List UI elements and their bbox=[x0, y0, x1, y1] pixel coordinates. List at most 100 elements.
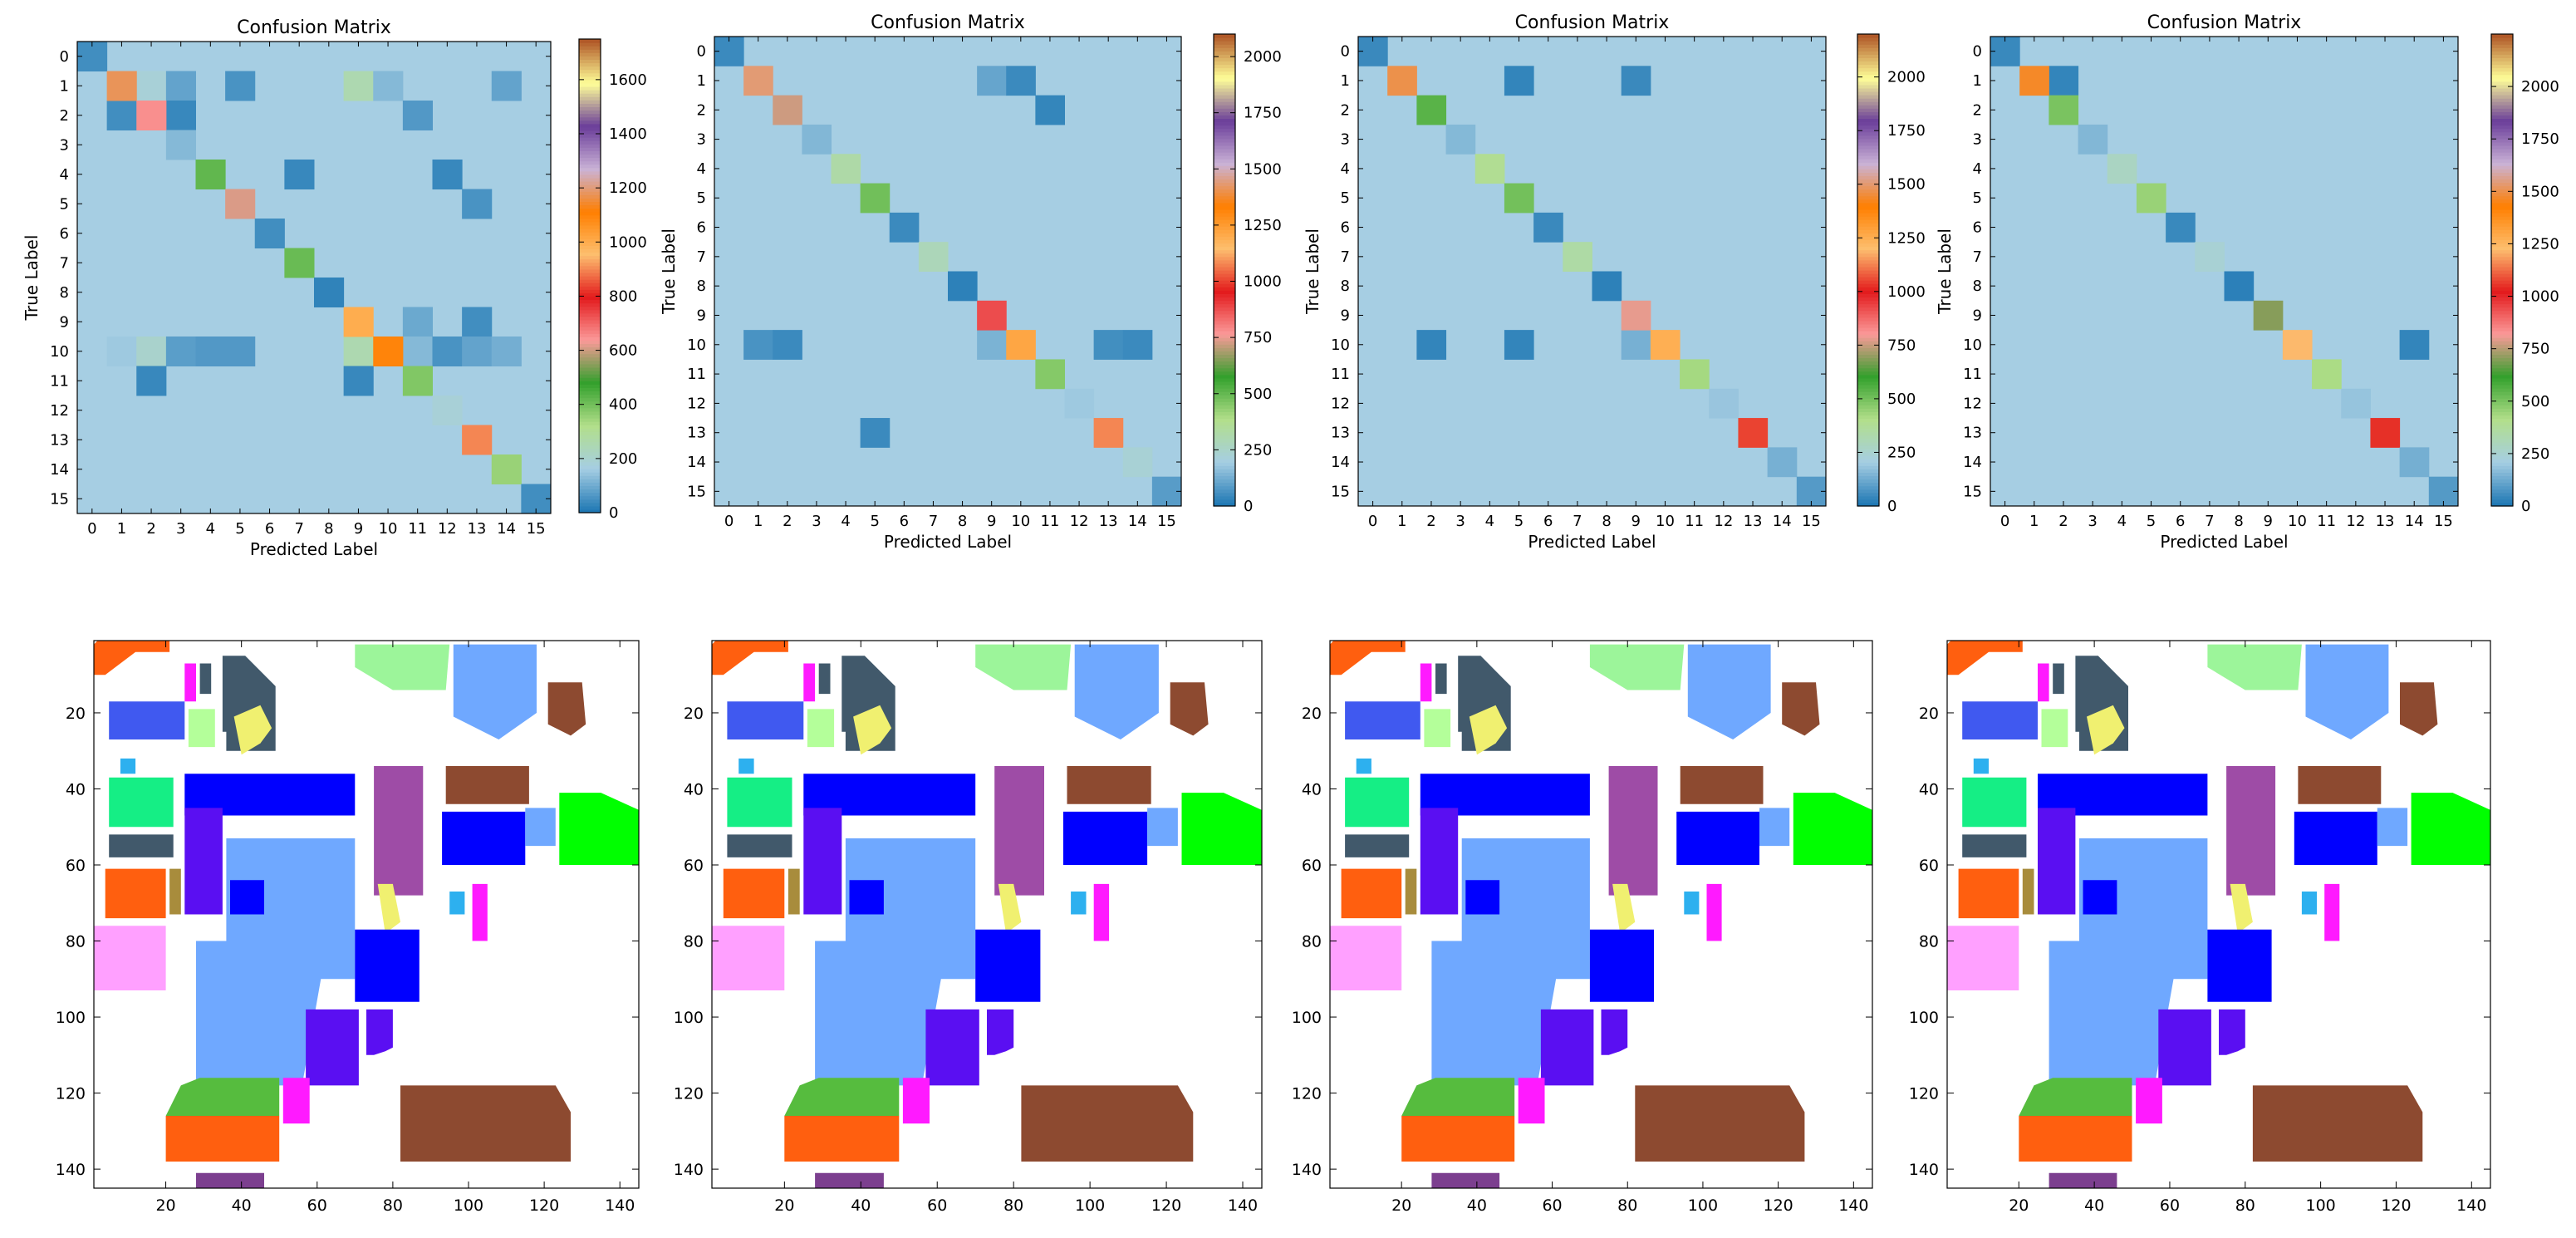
matrix-1-cell-1-9 bbox=[977, 66, 1007, 96]
colorbar-2-segment bbox=[1857, 290, 1879, 294]
map-0-region-32 bbox=[282, 1078, 310, 1124]
matrix-1-cell-11-11 bbox=[1035, 359, 1065, 390]
colorbar-2-segment bbox=[1857, 223, 1879, 227]
colorbar-1-segment bbox=[1214, 428, 1235, 433]
map-2-region-13 bbox=[1608, 766, 1658, 896]
colorbar-1-segment bbox=[1214, 283, 1235, 287]
map-2-region-28 bbox=[1589, 929, 1654, 1002]
colorbar-2-segment bbox=[1857, 357, 1879, 362]
colorbar-1-segment bbox=[1214, 233, 1235, 238]
map-0-region-11 bbox=[109, 777, 174, 828]
colorbar-1-tick-label: 250 bbox=[1244, 441, 1272, 459]
colorbar-3-segment bbox=[2491, 179, 2513, 184]
map-1-region-25 bbox=[1071, 892, 1087, 915]
map-0-region-27 bbox=[94, 926, 166, 990]
map-2-region-17 bbox=[1793, 793, 1872, 865]
colorbar-2-segment bbox=[1857, 239, 1879, 244]
colorbar-1-segment bbox=[1214, 81, 1235, 86]
colorbar-3-segment bbox=[2491, 431, 2513, 436]
map-1-ytick-label: 80 bbox=[684, 933, 704, 951]
matrix-1-xtick-label: 0 bbox=[724, 513, 734, 530]
colorbar-2-segment bbox=[1857, 489, 1879, 494]
map-2-frame bbox=[1329, 640, 1873, 1189]
matrix-0-cell-1-10 bbox=[373, 71, 404, 101]
colorbar-0-segment bbox=[579, 46, 601, 50]
map-1-region-0 bbox=[712, 641, 788, 675]
colorbar-2-segment bbox=[1857, 297, 1879, 302]
matrix-2-cell-1-1 bbox=[1387, 66, 1417, 96]
colorbar-3-segment bbox=[2491, 61, 2513, 66]
map-1-xtick-label: 80 bbox=[1003, 1196, 1023, 1215]
colorbar-1-segment bbox=[1214, 307, 1235, 312]
colorbar-0-segment bbox=[579, 374, 601, 378]
matrix-3-frame bbox=[1990, 36, 2459, 507]
colorbar-0-segment bbox=[579, 451, 601, 456]
colorbar-0-tick-label: 200 bbox=[609, 450, 637, 468]
matrix-0-xlabel: Predicted Label bbox=[250, 539, 378, 559]
colorbar-2-segment bbox=[1857, 47, 1879, 52]
colorbar-0-segment bbox=[579, 363, 601, 368]
map-3-region-21 bbox=[2038, 808, 2076, 915]
colorbar-0-segment bbox=[579, 458, 601, 463]
map-1-region-4 bbox=[807, 709, 835, 748]
colorbar-2-segment bbox=[1857, 465, 1879, 469]
colorbar-2-segment bbox=[1857, 354, 1879, 359]
matrix-0-cell-7-7 bbox=[284, 248, 315, 278]
colorbar-3-segment bbox=[2491, 459, 2513, 463]
colorbar-1-frame bbox=[1213, 33, 1236, 507]
map-3-region-2 bbox=[2038, 663, 2049, 702]
map-1-region-10 bbox=[738, 758, 754, 774]
colorbar-3-segment bbox=[2491, 229, 2513, 233]
matrix-3-xtick-label: 12 bbox=[2346, 513, 2365, 530]
colorbar-2-segment bbox=[1857, 408, 1879, 412]
colorbar-0-segment bbox=[579, 340, 601, 345]
colorbar-2-segment bbox=[1857, 87, 1879, 92]
matrix-2-ytick-label: 9 bbox=[1341, 307, 1350, 324]
map-2-xtick-label: 100 bbox=[1688, 1196, 1718, 1215]
colorbar-0-segment bbox=[579, 76, 601, 81]
matrix-2-ytick-label: 8 bbox=[1341, 278, 1350, 295]
matrix-2-cell-11-11 bbox=[1680, 359, 1710, 390]
colorbar-1-tick-label: 1750 bbox=[1244, 105, 1282, 122]
map-2-ytick-label: 60 bbox=[1302, 857, 1322, 875]
colorbar-0-tick-label: 1400 bbox=[609, 125, 647, 143]
colorbar-0-segment bbox=[579, 435, 601, 440]
map-1-regions bbox=[712, 641, 1262, 1188]
colorbar-2-segment bbox=[1857, 401, 1879, 405]
colorbar-1-segment bbox=[1214, 64, 1235, 69]
matrix-1-cell-4-4 bbox=[831, 154, 861, 184]
matrix-2-ytick-label: 12 bbox=[1331, 395, 1350, 412]
colorbar-3-segment bbox=[2491, 357, 2513, 362]
colorbar-2-segment bbox=[1857, 341, 1879, 345]
colorbar-1-segment bbox=[1214, 435, 1235, 440]
colorbar-2-segment bbox=[1857, 428, 1879, 433]
matrix-1-ytick-label: 10 bbox=[687, 337, 706, 354]
matrix-0-cell-10-11 bbox=[402, 337, 433, 366]
colorbar-2-segment bbox=[1857, 233, 1879, 238]
matrix-1-cell-10-13 bbox=[1093, 330, 1124, 360]
map-2-region-16 bbox=[1759, 808, 1790, 847]
colorbar-0-segment bbox=[579, 232, 601, 236]
colorbar-0-tick-label: 1200 bbox=[609, 179, 647, 197]
colorbar-2-segment bbox=[1857, 459, 1879, 463]
colorbar-1-segment bbox=[1214, 459, 1235, 463]
matrix-0-cell-10-12 bbox=[432, 337, 463, 366]
matrix-1-xtick-label: 9 bbox=[987, 513, 996, 530]
matrix-3-xtick-label: 9 bbox=[2264, 513, 2273, 530]
matrix-3-ytick-label: 7 bbox=[1973, 248, 1982, 266]
matrix-2-cell-10-5 bbox=[1504, 330, 1534, 360]
map-3-region-4 bbox=[2041, 709, 2068, 748]
colorbar-3-segment bbox=[2491, 34, 2513, 38]
colorbar-0-segment bbox=[579, 272, 601, 277]
matrix-1-xtick-label: 4 bbox=[841, 513, 850, 530]
colorbar-3-segment bbox=[2491, 115, 2513, 120]
colorbar-0-segment bbox=[579, 52, 601, 56]
matrix-0-xtick-label: 12 bbox=[438, 520, 457, 538]
colorbar-3-segment bbox=[2491, 445, 2513, 450]
colorbar-2-segment bbox=[1857, 388, 1879, 392]
colorbar-3-frame bbox=[2490, 33, 2514, 507]
colorbar-0-segment bbox=[579, 86, 601, 91]
colorbar-1-segment bbox=[1214, 357, 1235, 362]
colorbar-3-segment bbox=[2491, 175, 2513, 180]
matrix-0-frame bbox=[76, 41, 552, 514]
